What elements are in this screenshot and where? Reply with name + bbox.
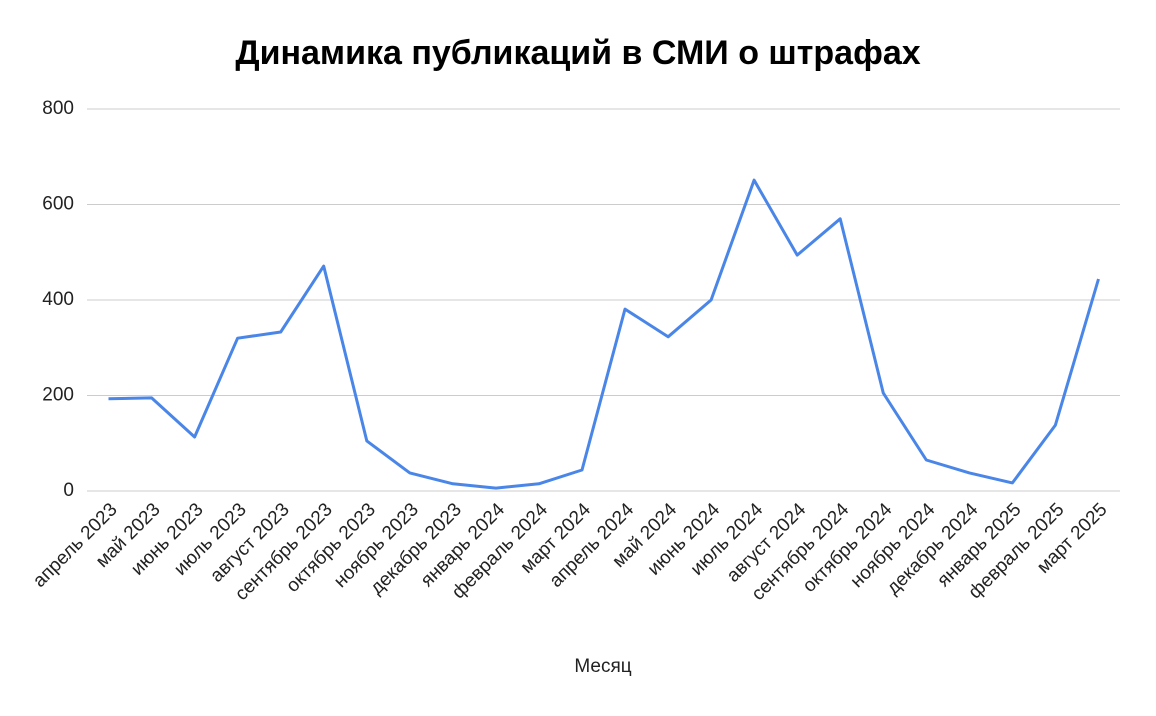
- y-tick-label: 400: [42, 289, 74, 310]
- y-tick-label: 0: [63, 480, 74, 501]
- y-tick-label: 800: [42, 98, 74, 119]
- y-tick-label: 600: [42, 194, 74, 215]
- chart-title: Динамика публикаций в СМИ о штрафах: [235, 34, 920, 72]
- y-tick-label: 200: [42, 385, 74, 406]
- data-line: [108, 178, 1100, 490]
- x-axis-label: Месяц: [574, 656, 631, 677]
